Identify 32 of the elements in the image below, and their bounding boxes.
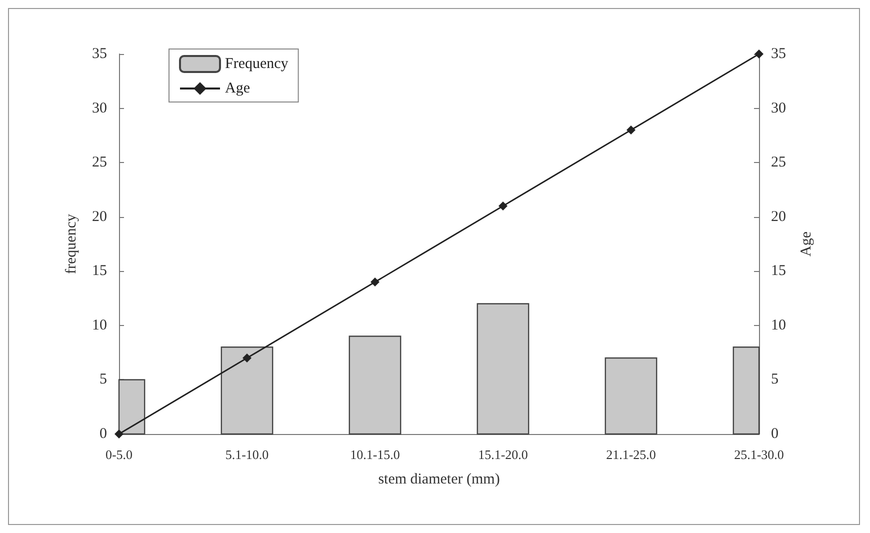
y2-tick-label: 5 — [771, 372, 778, 388]
point — [498, 202, 508, 210]
point — [626, 126, 636, 134]
x-tick-label: 0-5.0 — [105, 447, 133, 462]
x-tick-label: 10.1-15.0 — [350, 447, 400, 462]
y2-tick-label: 25 — [771, 154, 786, 171]
x-axis-title: stem diameter (mm) — [378, 472, 500, 488]
x-tick-label: 25.1-30.0 — [734, 447, 784, 462]
point — [370, 278, 380, 286]
y-tick-label: 20 — [92, 208, 107, 225]
x-tick-label: 5.1-10.0 — [225, 447, 269, 462]
y-tick-label: 10 — [92, 317, 107, 334]
y2-tick-label: 0 — [771, 426, 778, 442]
y-axis-title: frequency — [64, 214, 80, 274]
x-tick-label: 21.1-25.0 — [606, 447, 656, 462]
y-tick-label: 30 — [92, 100, 107, 116]
y-tick-label: 15 — [92, 263, 107, 280]
x-tick-label: 15.1-20.0 — [478, 447, 528, 462]
legend-label: Frequency — [225, 56, 289, 72]
point — [242, 354, 252, 362]
y-tick-label: 5 — [100, 372, 107, 388]
y2-tick-label: 35 — [771, 46, 786, 62]
y-tick-label: 25 — [92, 154, 107, 171]
y2-axis-title: Age — [798, 231, 814, 256]
y2-tick-label: 15 — [771, 263, 786, 280]
y-tick-label: 35 — [92, 46, 107, 62]
y2-tick-label: 30 — [771, 100, 786, 116]
point — [114, 430, 124, 438]
legend-label: Age — [225, 80, 250, 96]
y-tick-label: 0 — [100, 426, 107, 442]
y2-tick-label: 20 — [771, 208, 786, 225]
y2-tick-label: 10 — [771, 317, 786, 334]
